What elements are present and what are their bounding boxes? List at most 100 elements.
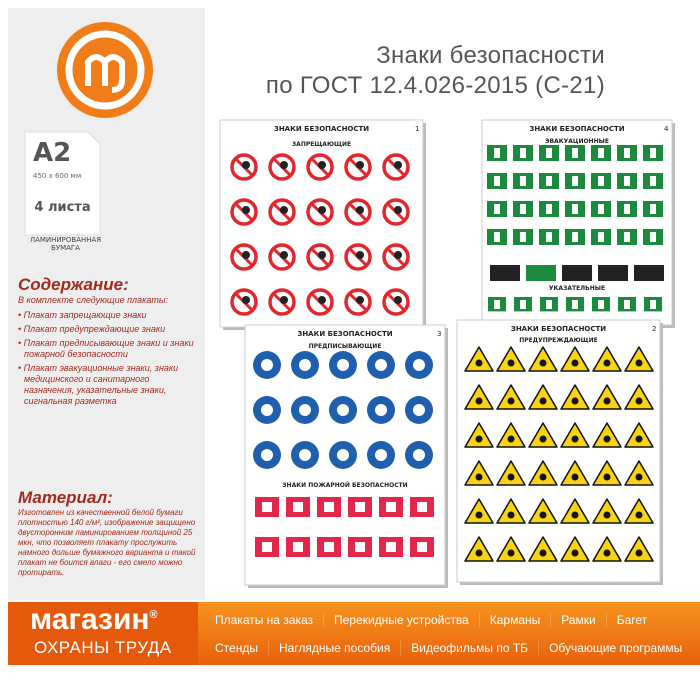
sign — [528, 498, 558, 524]
sign-icon — [356, 251, 364, 259]
footer-link[interactable]: Карманы — [480, 613, 552, 627]
sign-icon — [598, 148, 604, 158]
sign-icon — [572, 176, 578, 186]
sign-icon — [603, 549, 611, 557]
sign-icon — [546, 232, 552, 242]
sign-icon — [539, 473, 547, 481]
sign — [496, 346, 526, 372]
footer-link[interactable]: Стенды — [205, 641, 269, 655]
sign-icon — [571, 549, 579, 557]
sign — [526, 265, 556, 281]
sign-icon — [507, 435, 515, 443]
sign-icon — [394, 251, 402, 259]
sign — [464, 346, 494, 372]
poster-section: УКАЗАТЕЛЬНЫЕ — [549, 285, 605, 292]
sign-icon — [337, 449, 349, 461]
sign-icon — [324, 542, 334, 552]
sign-icon — [603, 397, 611, 405]
sign-icon — [280, 251, 288, 259]
footer-link[interactable]: Багет — [616, 613, 648, 627]
sign-icon — [598, 232, 604, 242]
sign-icon — [375, 404, 387, 416]
poster-number: 1 — [415, 125, 419, 133]
footer-links: Плакаты на заказ Перекидные устройства Кар… — [205, 613, 657, 627]
sign — [464, 384, 494, 410]
sign-icon — [603, 359, 611, 367]
footer-link[interactable]: Видеофильмы по ТБ — [401, 641, 540, 655]
sign-icon — [242, 206, 250, 214]
sign — [592, 422, 622, 448]
poster-section: ПРЕДПИСЫВАЮЩИЕ — [309, 343, 382, 350]
sign-icon — [242, 161, 250, 169]
sign-icon — [635, 511, 643, 519]
sign-icon — [375, 449, 387, 461]
sign-icon — [539, 511, 547, 519]
sign-icon — [475, 549, 483, 557]
footer-link[interactable]: Наглядные пособия — [269, 641, 402, 655]
sign — [490, 265, 520, 281]
contents-item: • Плакат предписывающие знаки и знаки по… — [18, 338, 194, 359]
sign-icon — [635, 549, 643, 557]
brand-box — [8, 602, 198, 665]
sign — [592, 384, 622, 410]
sign-icon — [356, 296, 364, 304]
sign-icon — [324, 502, 334, 512]
sign-icon — [280, 206, 288, 214]
sign-icon — [520, 176, 526, 186]
sign — [528, 384, 558, 410]
sign-icon — [624, 300, 630, 309]
sign — [592, 536, 622, 562]
sign-icon — [494, 300, 500, 309]
brand-name: магазин — [30, 603, 150, 636]
sign-icon — [475, 435, 483, 443]
sign-icon — [494, 148, 500, 158]
sign-icon — [624, 148, 630, 158]
sign-icon — [507, 397, 515, 405]
brand-line: магазин® — [30, 603, 158, 637]
sign — [464, 460, 494, 486]
sign-icon — [571, 511, 579, 519]
sign-icon — [417, 502, 427, 512]
footer-link[interactable]: Обучающие программы — [549, 641, 683, 655]
format-dimensions: 450 х 600 мм — [33, 172, 82, 180]
sign-icon — [546, 300, 552, 309]
sign-icon — [650, 232, 656, 242]
logo-mark — [85, 54, 125, 93]
sign-icon — [546, 176, 552, 186]
sign — [624, 498, 654, 524]
poster-title: ЗНАКИ БЕЗОПАСНОСТИ — [529, 125, 624, 133]
contents-heading: Содержание: — [18, 275, 129, 294]
sign — [528, 346, 558, 372]
sign-icon — [635, 473, 643, 481]
format-card — [24, 131, 101, 236]
sign-icon — [507, 549, 515, 557]
sign-icon — [571, 473, 579, 481]
sign-icon — [650, 300, 656, 309]
sign — [464, 422, 494, 448]
sign-icon — [299, 449, 311, 461]
footer-link[interactable]: Плакаты на заказ — [205, 613, 325, 627]
sign-icon — [507, 473, 515, 481]
sign-icon — [475, 511, 483, 519]
sign-icon — [603, 511, 611, 519]
contents-item: • Плакат предупреждающие знаки — [18, 324, 166, 334]
sign-icon — [386, 502, 396, 512]
contents-item: • Плакат запрещающие знаки — [18, 310, 147, 320]
footer-link[interactable]: Рамки — [551, 613, 607, 627]
poster-section: ЗНАКИ ПОЖАРНОЙ БЕЗОПАСНОСТИ — [282, 481, 407, 489]
poster-number: 4 — [664, 125, 669, 133]
contents: В комплекте следующие плакаты: • Плакат … — [18, 295, 198, 410]
sign-icon — [318, 161, 326, 169]
sign-icon — [539, 435, 547, 443]
sign-icon — [650, 148, 656, 158]
sign-icon — [375, 359, 387, 371]
poster-section: ПРЕДУПРЕЖДАЮЩИЕ — [519, 337, 597, 344]
sign — [528, 536, 558, 562]
sign-icon — [318, 206, 326, 214]
sign-icon — [261, 359, 273, 371]
sign-icon — [624, 232, 630, 242]
poster-section: ЭВАКУАЦИОННЫЕ — [545, 138, 609, 145]
footer-link[interactable]: Перекидные устройства — [324, 613, 480, 627]
sign-icon — [413, 449, 425, 461]
